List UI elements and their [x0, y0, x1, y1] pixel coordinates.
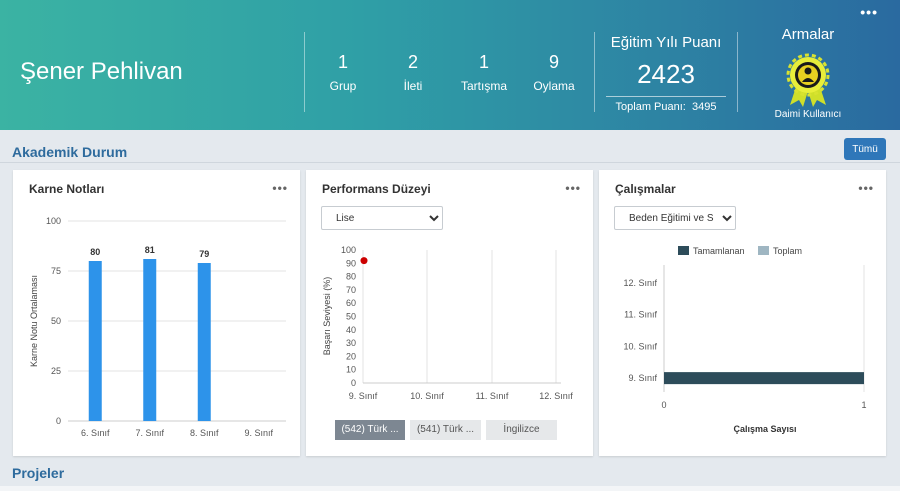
- stat-polls-label: Oylama: [533, 79, 575, 93]
- stat-posts[interactable]: 2 İleti: [383, 52, 443, 93]
- legend-label-total: Toplam: [773, 246, 802, 256]
- card-performance: Performans Düzeyi ••• Lise 0 10 20 30 40 50 60…: [306, 170, 593, 456]
- bar: [143, 259, 157, 421]
- chart-studies: Tamamlanan Toplam Çalışma Sayısı 12. Sın…: [623, 246, 867, 434]
- card-report-grades: Karne Notları ••• Karne Notu Ortalaması …: [13, 170, 300, 456]
- course-button-english[interactable]: İngilizce: [486, 420, 557, 440]
- data-label: 79: [199, 249, 209, 259]
- stat-discussions[interactable]: 1 Tartışma: [454, 52, 514, 93]
- stat-discussions-label: Tartışma: [460, 79, 507, 93]
- data-label: 80: [90, 247, 100, 257]
- badge-medal-icon[interactable]: [782, 51, 834, 107]
- stat-posts-count: 2: [407, 52, 418, 72]
- all-button[interactable]: Tümü: [844, 138, 886, 160]
- course-button-542[interactable]: (542) Türk ...: [335, 420, 405, 440]
- x-tick-label: 9. Sınıf: [244, 428, 273, 438]
- y-tick-label: 20: [346, 351, 356, 361]
- y-tick-label: 10: [346, 365, 356, 375]
- more-dots-icon[interactable]: •••: [860, 4, 878, 20]
- badges-title: Armalar: [781, 26, 835, 43]
- chart-performance: 0 10 20 30 40 50 60 70 80 90 100 9. Sınıf 10. Sınıf 1…: [322, 245, 573, 401]
- data-label: 81: [145, 245, 155, 255]
- legend-swatch-total: [758, 246, 769, 255]
- section-title-projects: Projeler: [12, 465, 65, 481]
- legend-swatch-completed: [678, 246, 689, 255]
- x-tick-label: 1: [861, 400, 866, 410]
- course-button-541[interactable]: (541) Türk ...: [410, 420, 481, 440]
- card-title: Karne Notları: [29, 182, 105, 196]
- stat-groups-count: 1: [337, 52, 348, 72]
- card-title: Çalışmalar: [615, 182, 676, 196]
- more-dots-icon[interactable]: •••: [858, 181, 874, 195]
- y-tick-label: 25: [51, 366, 61, 376]
- y-tick-label: 75: [51, 266, 61, 276]
- legend-label-completed: Tamamlanan: [693, 246, 745, 256]
- stat-discussions-count: 1: [478, 52, 489, 72]
- total-score-value: 3495: [691, 101, 717, 113]
- card-title: Performans Düzeyi: [322, 182, 431, 196]
- y-tick-label: 90: [346, 258, 356, 268]
- x-tick-label: 0: [661, 400, 666, 410]
- y-tick-label: 10. Sınıf: [623, 341, 657, 351]
- stat-groups-label: Grup: [329, 79, 357, 93]
- scroll-edge: [0, 486, 900, 491]
- y-tick-label: 30: [346, 338, 356, 348]
- y-tick-label: 0: [56, 416, 61, 426]
- x-tick-label: 9. Sınıf: [349, 391, 378, 401]
- stat-posts-label: İleti: [403, 79, 423, 93]
- x-tick-label: 10. Sınıf: [410, 391, 444, 401]
- y-tick-label: 11. Sınıf: [624, 310, 657, 320]
- more-dots-icon[interactable]: •••: [565, 181, 581, 195]
- user-name: Şener Pehlivan: [20, 58, 183, 85]
- year-score-value: 2423: [637, 59, 695, 89]
- y-tick-label: 100: [46, 216, 61, 226]
- total-score-label: Toplam Puanı:: [615, 101, 686, 113]
- y-tick-label: 9. Sınıf: [628, 373, 657, 383]
- level-select[interactable]: Lise: [321, 206, 443, 230]
- subject-select[interactable]: Beden Eğitimi ve S: [614, 206, 736, 230]
- y-tick-label: 60: [346, 298, 356, 308]
- bar: [197, 263, 211, 421]
- divider: [594, 32, 595, 112]
- year-score: Eğitim Yılı Puanı 2423 Toplam Puanı: 349…: [596, 34, 736, 113]
- divider: [606, 96, 726, 97]
- chart-report-grades: Karne Notu Ortalaması 0 25 50 75 100 80 6. Sın…: [29, 216, 286, 438]
- card-studies: Çalışmalar ••• Beden Eğitimi ve S Tamaml…: [599, 170, 886, 456]
- y-tick-label: 80: [346, 272, 356, 282]
- y-tick-label: 50: [51, 316, 61, 326]
- x-tick-label: 7. Sınıf: [135, 428, 164, 438]
- x-tick-label: 6. Sınıf: [81, 428, 110, 438]
- badges-panel: Armalar Daimi Kullanıcı: [760, 26, 856, 120]
- y-tick-label: 40: [346, 325, 356, 335]
- year-score-title: Eğitim Yılı Puanı: [610, 34, 722, 51]
- y-axis-label: Karne Notu Ortalaması: [29, 275, 39, 367]
- y-axis-label: Başarı Seviyesi (%): [322, 277, 332, 356]
- y-tick-label: 50: [346, 312, 356, 322]
- divider: [0, 162, 900, 163]
- divider: [304, 32, 305, 112]
- y-tick-label: 12. Sınıf: [623, 278, 657, 288]
- bar: [88, 261, 102, 421]
- x-tick-label: 11. Sınıf: [476, 391, 509, 401]
- stat-groups[interactable]: 1 Grup: [313, 52, 373, 93]
- total-score: Toplam Puanı: 3495: [596, 101, 736, 113]
- y-tick-label: 70: [346, 285, 356, 295]
- stat-polls[interactable]: 9 Oylama: [524, 52, 584, 93]
- y-tick-label: 100: [341, 245, 356, 255]
- data-point: [360, 257, 368, 265]
- profile-header: Şener Pehlivan 1 Grup 2 İleti 1 Tartışma…: [0, 0, 900, 130]
- section-title-academic: Akademik Durum: [12, 144, 128, 160]
- x-tick-label: 8. Sınıf: [190, 428, 219, 438]
- more-dots-icon[interactable]: •••: [272, 181, 288, 195]
- y-tick-label: 0: [351, 378, 356, 388]
- badge-caption: Daimi Kullanıcı: [774, 109, 842, 120]
- x-tick-label: 12. Sınıf: [539, 391, 573, 401]
- bar: [664, 372, 864, 385]
- stat-polls-count: 9: [548, 52, 559, 72]
- divider: [737, 32, 738, 112]
- x-axis-label: Çalışma Sayısı: [733, 424, 796, 434]
